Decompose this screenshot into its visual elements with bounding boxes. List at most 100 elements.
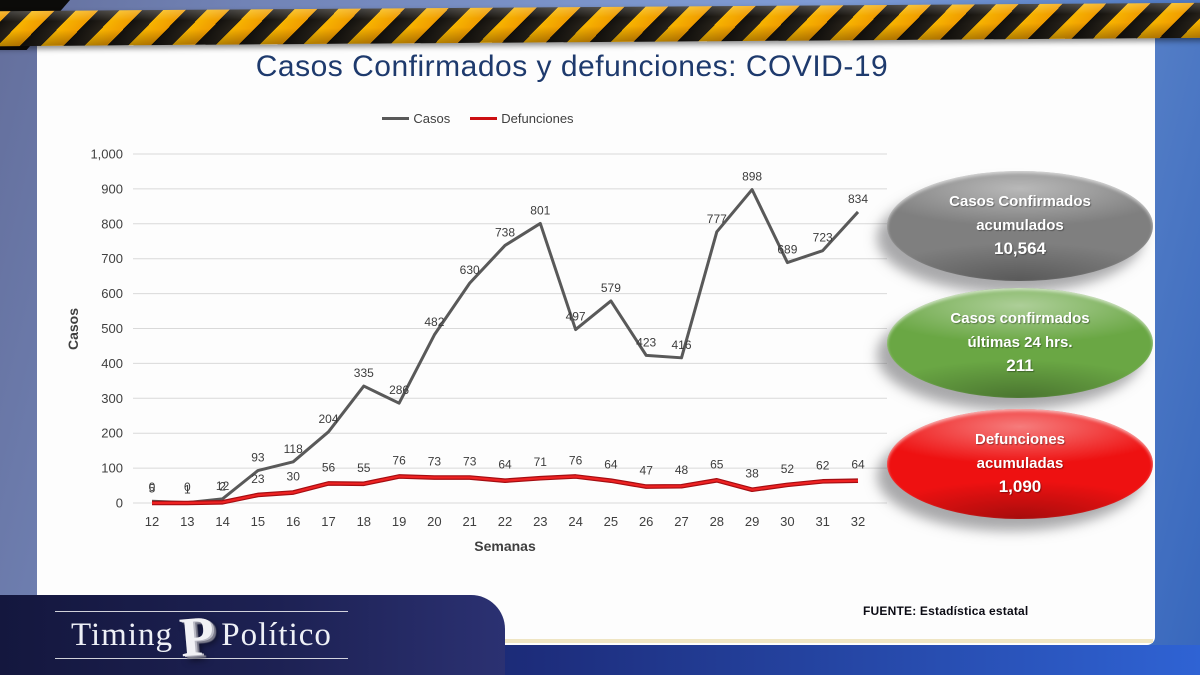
- svg-text:14: 14: [215, 514, 229, 529]
- svg-text:38: 38: [745, 467, 759, 481]
- svg-text:500: 500: [101, 321, 123, 336]
- svg-text:48: 48: [675, 463, 689, 477]
- svg-text:76: 76: [392, 453, 406, 467]
- svg-text:5: 5: [149, 481, 156, 495]
- svg-text:56: 56: [322, 460, 336, 474]
- svg-text:423: 423: [636, 335, 656, 349]
- svg-text:286: 286: [389, 383, 409, 397]
- badge-label: Casos Confirmados acumulados: [949, 193, 1091, 234]
- x-axis-title: Semanas: [474, 538, 536, 554]
- svg-text:18: 18: [357, 514, 371, 529]
- svg-text:65: 65: [710, 457, 724, 471]
- svg-text:834: 834: [848, 192, 868, 206]
- chart-area: 0 100 200 300 400 500 600 700 800 900 1,000 12 13 14 1…: [47, 130, 907, 575]
- svg-text:723: 723: [813, 231, 833, 245]
- svg-text:2: 2: [219, 479, 226, 493]
- svg-text:73: 73: [428, 455, 442, 469]
- svg-text:32: 32: [851, 514, 865, 529]
- svg-text:335: 335: [354, 366, 374, 380]
- svg-text:13: 13: [180, 514, 194, 529]
- svg-text:204: 204: [318, 412, 338, 426]
- svg-text:1,000: 1,000: [90, 147, 123, 162]
- svg-text:800: 800: [101, 216, 123, 231]
- svg-text:300: 300: [101, 391, 123, 406]
- svg-text:64: 64: [604, 458, 618, 472]
- badge-confirmed-cumulative: Casos Confirmados acumulados 10,564: [887, 171, 1153, 281]
- svg-text:900: 900: [101, 181, 123, 196]
- svg-text:30: 30: [287, 470, 301, 484]
- p-monogram-icon: P: [177, 604, 217, 670]
- badge-value: 10,564: [994, 238, 1046, 258]
- svg-text:579: 579: [601, 281, 621, 295]
- svg-text:93: 93: [251, 451, 265, 465]
- legend-label-defunciones: Defunciones: [501, 111, 574, 126]
- badge-value: 1,090: [998, 476, 1042, 496]
- svg-text:31: 31: [815, 514, 829, 529]
- svg-text:482: 482: [424, 315, 444, 329]
- svg-text:55: 55: [357, 461, 371, 475]
- svg-text:28: 28: [710, 514, 724, 529]
- svg-text:21: 21: [462, 514, 476, 529]
- casos-line: [151, 188, 860, 505]
- svg-text:200: 200: [101, 426, 123, 441]
- badge-label: Casos confirmados últimas 24 hrs.: [950, 310, 1090, 351]
- logo-word-politico: Político: [221, 616, 332, 653]
- svg-text:24: 24: [568, 514, 582, 529]
- svg-text:118: 118: [284, 442, 303, 456]
- logo-lockup: Timing P Político: [55, 604, 348, 670]
- svg-text:19: 19: [392, 514, 406, 529]
- chart-legend: Casos Defunciones: [133, 111, 823, 126]
- svg-text:73: 73: [463, 455, 477, 469]
- legend-item-casos: Casos: [382, 111, 450, 126]
- svg-text:16: 16: [286, 514, 300, 529]
- svg-text:47: 47: [640, 464, 654, 478]
- svg-text:497: 497: [566, 310, 586, 324]
- svg-text:416: 416: [671, 338, 691, 352]
- svg-text:64: 64: [851, 458, 865, 472]
- svg-text:689: 689: [777, 243, 797, 257]
- svg-text:700: 700: [101, 251, 123, 266]
- svg-text:12: 12: [216, 479, 230, 493]
- chart-panel: Casos Confirmados y defunciones: COVID-1…: [37, 30, 1155, 645]
- svg-text:777: 777: [707, 212, 727, 226]
- timing-politico-logo: Timing P Político: [0, 595, 505, 675]
- defunciones-line-swatch: [470, 117, 498, 120]
- defunciones-line: [152, 475, 859, 505]
- badge-deaths-cumulative: Defunciones acumuladas 1,090: [887, 409, 1153, 519]
- svg-text:738: 738: [495, 225, 515, 239]
- bottom-accent-line: [505, 639, 1153, 643]
- legend-label-casos: Casos: [413, 111, 451, 126]
- svg-text:71: 71: [534, 455, 548, 469]
- legend-item-defunciones: Defunciones: [470, 111, 574, 126]
- svg-text:0: 0: [116, 496, 123, 511]
- svg-text:630: 630: [460, 263, 480, 277]
- svg-text:15: 15: [251, 514, 265, 529]
- svg-text:17: 17: [321, 514, 335, 529]
- badge-confirmed-24h: Casos confirmados últimas 24 hrs. 211: [887, 288, 1153, 398]
- svg-text:27: 27: [674, 514, 688, 529]
- svg-text:62: 62: [816, 458, 830, 472]
- svg-text:600: 600: [101, 286, 123, 301]
- badge-value: 211: [1006, 355, 1034, 375]
- svg-text:23: 23: [533, 514, 547, 529]
- svg-text:20: 20: [427, 514, 441, 529]
- svg-text:23: 23: [251, 472, 265, 486]
- casos-line-swatch: [382, 117, 410, 120]
- svg-text:30: 30: [780, 514, 794, 529]
- svg-text:52: 52: [781, 462, 795, 476]
- svg-text:29: 29: [745, 514, 759, 529]
- svg-text:1: 1: [184, 483, 191, 497]
- svg-text:26: 26: [639, 514, 653, 529]
- svg-text:0: 0: [184, 480, 191, 494]
- chart-title: Casos Confirmados y defunciones: COVID-1…: [255, 50, 889, 83]
- svg-text:0: 0: [149, 480, 156, 494]
- logo-word-timing: Timing: [71, 616, 174, 653]
- svg-text:25: 25: [604, 514, 618, 529]
- svg-text:801: 801: [530, 203, 550, 217]
- svg-text:22: 22: [498, 514, 512, 529]
- svg-text:76: 76: [569, 453, 583, 467]
- svg-text:64: 64: [498, 458, 512, 472]
- badge-label: Defunciones acumuladas: [974, 431, 1065, 472]
